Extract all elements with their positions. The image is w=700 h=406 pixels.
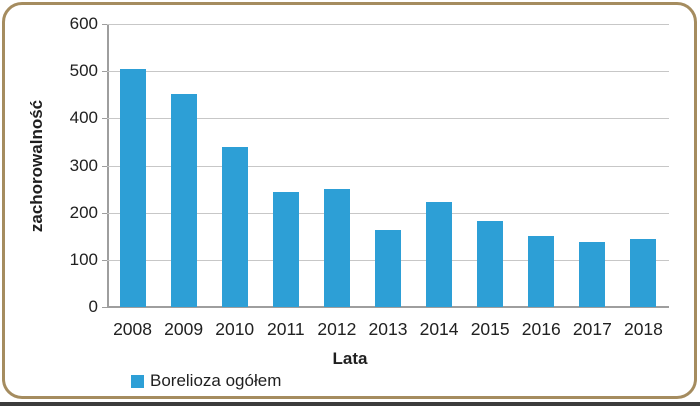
gridline-600 bbox=[107, 24, 669, 25]
bar-2017 bbox=[579, 241, 606, 307]
bar-2014 bbox=[426, 202, 453, 307]
bar-2009 bbox=[170, 93, 197, 307]
x-tick-label-2016: 2016 bbox=[521, 319, 561, 339]
gridline-200 bbox=[107, 212, 669, 214]
bar-2018 bbox=[630, 239, 657, 307]
y-tick-mark-400 bbox=[102, 118, 107, 120]
legend-swatch-icon bbox=[131, 374, 144, 388]
bar-2011 bbox=[272, 192, 299, 307]
gridline-300 bbox=[107, 165, 669, 167]
y-tick-mark-100 bbox=[102, 259, 107, 261]
x-tick-label-2017: 2017 bbox=[572, 319, 612, 339]
x-tick-label-2011: 2011 bbox=[266, 319, 305, 339]
bar-2013 bbox=[375, 230, 401, 307]
y-tick-label-300: 300 bbox=[69, 155, 98, 175]
gridline-500 bbox=[107, 71, 669, 73]
bar-2012 bbox=[323, 189, 350, 307]
bar-2016 bbox=[528, 235, 555, 307]
y-tick-label-400: 400 bbox=[69, 108, 98, 128]
y-tick-mark-600 bbox=[102, 24, 107, 25]
x-tick-label-2014: 2014 bbox=[419, 319, 459, 339]
plot-area bbox=[107, 24, 669, 308]
x-tick-label-2015: 2015 bbox=[470, 319, 510, 339]
y-tick-mark-300 bbox=[102, 165, 107, 167]
x-tick-label-2009: 2009 bbox=[164, 319, 204, 339]
y-tick-mark-500 bbox=[102, 71, 107, 73]
y-tick-mark-0 bbox=[102, 307, 107, 308]
y-tick-label-500: 500 bbox=[69, 61, 98, 81]
bar-2008 bbox=[119, 68, 146, 307]
y-tick-mark-200 bbox=[102, 212, 107, 214]
x-tick-label-2012: 2012 bbox=[317, 319, 357, 339]
x-tick-label-2008: 2008 bbox=[113, 319, 152, 339]
x-tick-label-2013: 2013 bbox=[368, 319, 408, 339]
y-tick-label-100: 100 bbox=[69, 249, 98, 269]
y-tick-label-200: 200 bbox=[69, 202, 98, 222]
y-tick-label-0: 0 bbox=[88, 297, 98, 316]
legend: Borelioza ogółem bbox=[131, 371, 281, 391]
x-tick-label-2010: 2010 bbox=[215, 319, 255, 339]
x-tick-label-2018: 2018 bbox=[623, 319, 663, 339]
image-bottom-edge bbox=[0, 402, 700, 406]
gridline-400 bbox=[107, 118, 669, 120]
x-axis-line bbox=[107, 306, 669, 308]
bar-2010 bbox=[221, 146, 248, 307]
x-axis-title: Lata bbox=[332, 349, 368, 368]
legend-label: Borelioza ogółem bbox=[150, 371, 282, 390]
bar-2015 bbox=[477, 221, 504, 307]
y-tick-label-600: 600 bbox=[69, 14, 98, 33]
